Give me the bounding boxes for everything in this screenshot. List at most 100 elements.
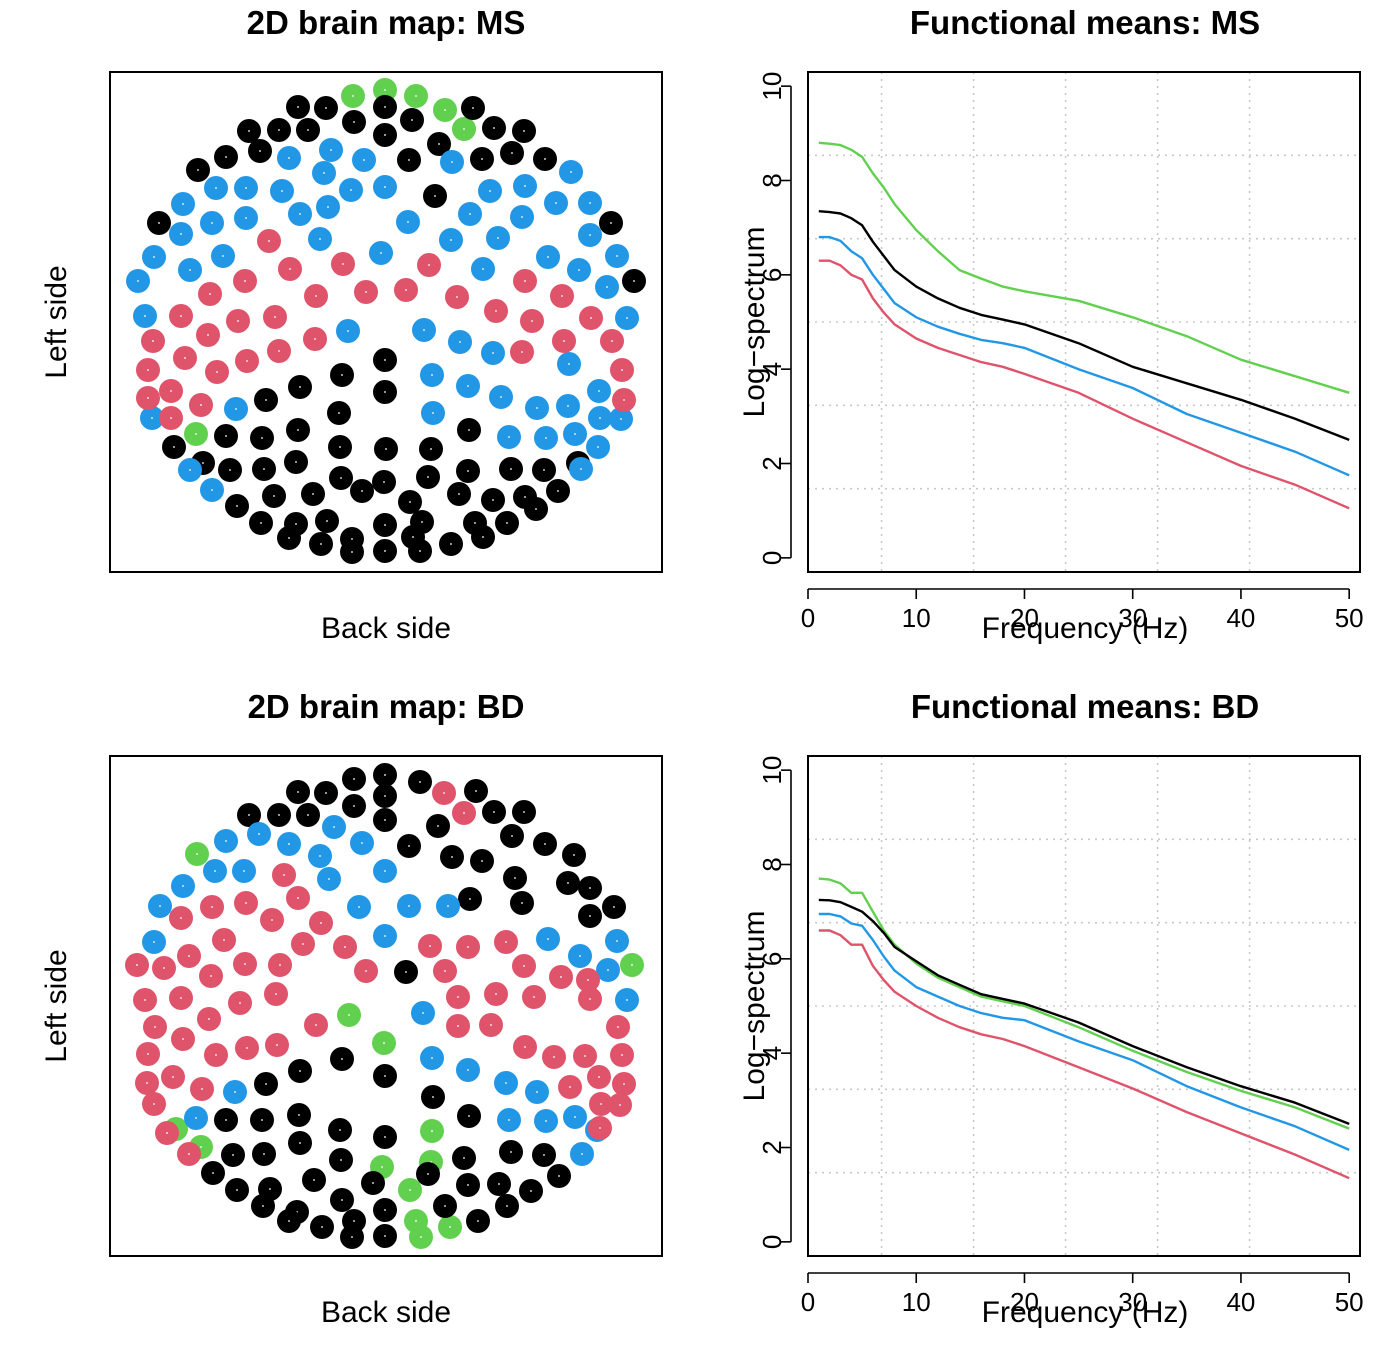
electrode-center-dot xyxy=(137,280,139,282)
electrode-center-dot xyxy=(384,1209,386,1211)
electrode-center-dot xyxy=(248,130,250,132)
electrode-center-dot xyxy=(506,1205,508,1207)
electrode-center-dot xyxy=(438,143,440,145)
electrode-center-dot xyxy=(320,922,322,924)
electrode-center-dot xyxy=(544,158,546,160)
electrode-center-dot xyxy=(297,897,299,899)
electrode-center-dot xyxy=(196,853,198,855)
electrode-center-dot xyxy=(153,1103,155,1105)
electrode-center-dot xyxy=(348,1014,350,1016)
electrode-center-dot xyxy=(617,1026,619,1028)
electrode-center-dot xyxy=(189,469,191,471)
electrode-center-dot xyxy=(146,1082,148,1084)
electrode-center-dot xyxy=(498,1183,500,1185)
electrode-center-dot xyxy=(500,396,502,398)
electrode-center-dot xyxy=(620,418,622,420)
electrode-center-dot xyxy=(339,1129,341,1131)
electrode-center-dot xyxy=(405,971,407,973)
electrode-center-dot xyxy=(299,1070,301,1072)
electrode-center-dot xyxy=(195,433,197,435)
electrode-center-dot xyxy=(158,222,160,224)
electrode-center-dot xyxy=(258,833,260,835)
electrode-center-dot xyxy=(180,233,182,235)
electrode-center-dot xyxy=(384,106,386,108)
electrode-center-dot xyxy=(200,404,202,406)
electrode-center-dot xyxy=(182,203,184,205)
electrode-center-dot xyxy=(236,505,238,507)
electrode-center-dot xyxy=(338,412,340,414)
electrode-center-dot xyxy=(409,501,411,503)
electrode-center-dot xyxy=(319,855,321,857)
electrode-center-dot xyxy=(407,221,409,223)
electrode-center-dot xyxy=(482,268,484,270)
electrode-center-dot xyxy=(225,1119,227,1121)
electrode-center-dot xyxy=(351,538,353,540)
electrode-center-dot xyxy=(598,390,600,392)
means-bd-series xyxy=(818,877,1350,1180)
electrode-center-dot xyxy=(607,969,609,971)
electrode-center-dot xyxy=(384,935,386,937)
means-bd-frame xyxy=(807,755,1361,1257)
electrode-center-dot xyxy=(469,213,471,215)
electrode-center-dot xyxy=(210,975,212,977)
map-bd-xlabel: Back side xyxy=(321,1296,451,1329)
electrode-center-dot xyxy=(553,1056,555,1058)
electrode-center-dot xyxy=(184,357,186,359)
x-tick-label: 10 xyxy=(902,1287,931,1317)
electrode-center-dot xyxy=(342,263,344,265)
electrode-center-dot xyxy=(263,1153,265,1155)
series-line-red xyxy=(818,929,1350,1180)
electrode-center-dot xyxy=(531,320,533,322)
electrode-center-dot xyxy=(589,998,591,1000)
electrode-center-dot xyxy=(202,462,204,464)
electrode-center-dot xyxy=(584,1055,586,1057)
electrode-center-dot xyxy=(449,1226,451,1228)
electrode-center-dot xyxy=(302,943,304,945)
electrode-center-dot xyxy=(353,778,355,780)
electrode-center-dot xyxy=(467,1069,469,1071)
electrode-center-dot xyxy=(215,1054,217,1056)
electrode-center-dot xyxy=(495,310,497,312)
electrode-center-dot xyxy=(327,206,329,208)
electrode-center-dot xyxy=(245,187,247,189)
electrode-center-dot xyxy=(495,993,497,995)
electrode-center-dot xyxy=(275,993,277,995)
electrode-center-dot xyxy=(616,940,618,942)
electrode-center-dot xyxy=(265,399,267,401)
electrode-center-dot xyxy=(558,1175,560,1177)
electrode-center-dot xyxy=(182,1038,184,1040)
electrode-center-dot xyxy=(341,374,343,376)
electrode-center-dot xyxy=(341,1199,343,1201)
electrode-center-dot xyxy=(451,856,453,858)
map-ms-xlabel: Back side xyxy=(321,612,451,645)
electrode-center-dot xyxy=(569,1086,571,1088)
electrode-center-dot xyxy=(207,334,209,336)
electrode-center-dot xyxy=(506,522,508,524)
electrode-center-dot xyxy=(428,264,430,266)
electrode-center-dot xyxy=(180,997,182,999)
electrode-center-dot xyxy=(323,172,325,174)
electrode-center-dot xyxy=(384,524,386,526)
electrode-center-dot xyxy=(459,341,461,343)
x-tick-label: 30 xyxy=(1118,603,1147,633)
electrode-center-dot xyxy=(589,234,591,236)
electrode-center-dot xyxy=(524,280,526,282)
electrode-center-dot xyxy=(152,340,154,342)
electrode-center-dot xyxy=(521,351,523,353)
electrode-center-dot xyxy=(444,1205,446,1207)
electrode-center-dot xyxy=(278,814,280,816)
electrode-center-dot xyxy=(384,819,386,821)
means-bd-x-axis: 0 10 20 30 40 50 xyxy=(801,1272,1364,1317)
electrode-center-dot xyxy=(214,870,216,872)
electrode-center-dot xyxy=(384,550,386,552)
y-tick-label: 2 xyxy=(757,456,787,470)
electrode-center-dot xyxy=(508,436,510,438)
x-tick-label: 40 xyxy=(1226,603,1255,633)
electrode-center-dot xyxy=(229,469,231,471)
electrode-center-dot xyxy=(523,130,525,132)
electrode-center-dot xyxy=(276,1044,278,1046)
electrode-center-dot xyxy=(408,845,410,847)
electrode-center-dot xyxy=(223,939,225,941)
electrode-center-dot xyxy=(273,495,275,497)
means-ms-title: Functional means: MS xyxy=(910,4,1260,41)
